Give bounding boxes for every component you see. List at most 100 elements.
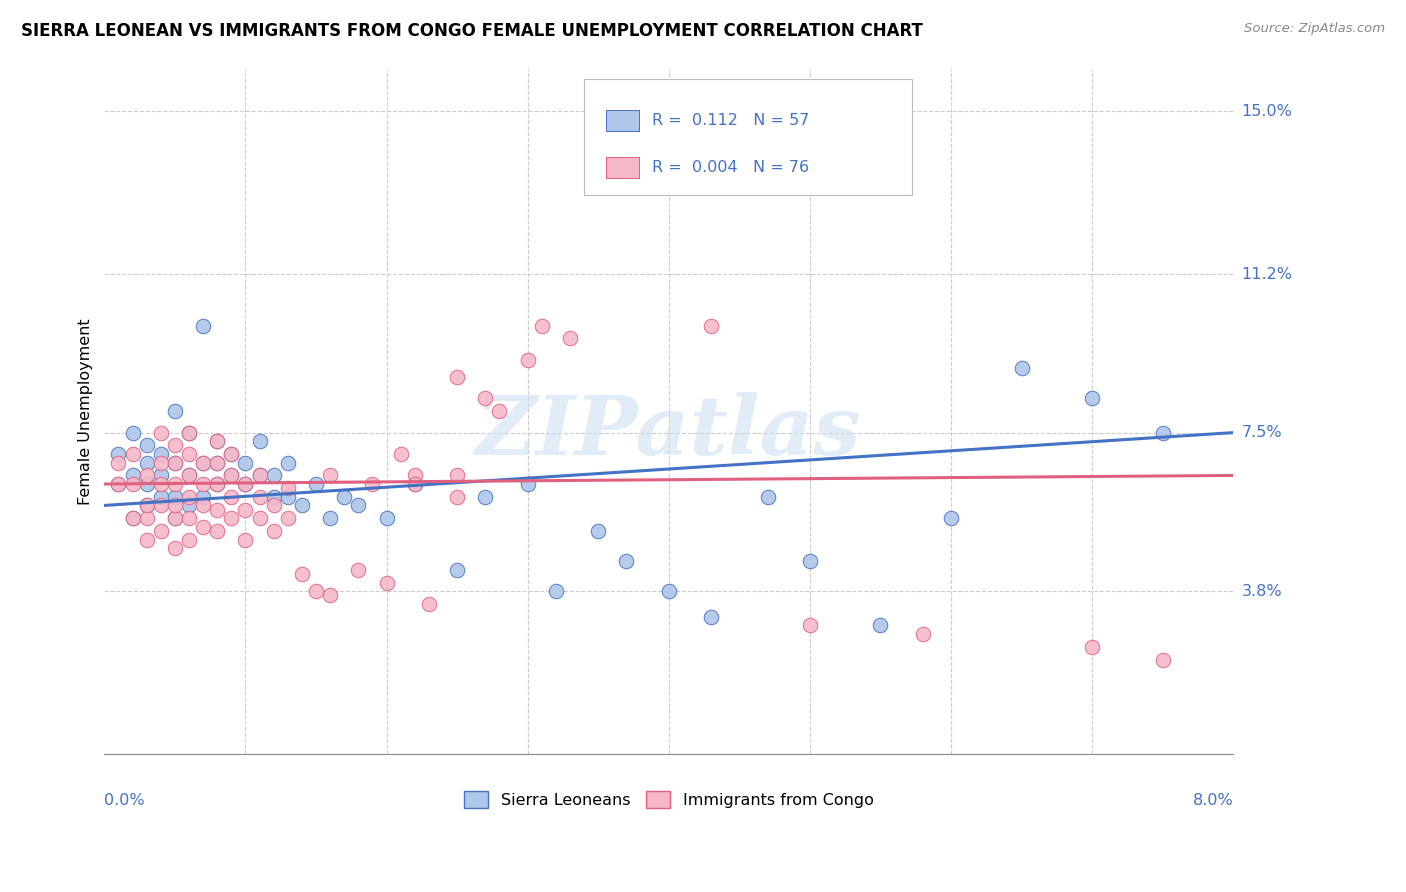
Point <box>319 511 342 525</box>
Point <box>163 499 186 513</box>
Text: 0.0%: 0.0% <box>104 793 145 808</box>
Point <box>799 554 821 568</box>
Text: ZIPatlas: ZIPatlas <box>477 392 862 472</box>
Point <box>249 434 271 449</box>
Point <box>375 575 398 590</box>
Point <box>107 477 129 491</box>
Point <box>135 477 157 491</box>
Point <box>163 511 186 525</box>
Point <box>375 511 398 525</box>
Point <box>235 502 257 516</box>
Text: 8.0%: 8.0% <box>1192 793 1233 808</box>
Point <box>474 490 496 504</box>
Point <box>149 499 172 513</box>
Point <box>221 447 243 461</box>
Point <box>558 331 581 345</box>
Point <box>207 477 229 491</box>
Point <box>207 434 229 449</box>
Point <box>347 563 370 577</box>
Point <box>121 511 143 525</box>
Y-axis label: Female Unemployment: Female Unemployment <box>79 318 93 505</box>
Point <box>361 477 384 491</box>
Point <box>474 392 496 406</box>
Text: 3.8%: 3.8% <box>1241 583 1282 599</box>
Point <box>149 477 172 491</box>
Point <box>658 134 681 148</box>
Point <box>107 477 129 491</box>
Point <box>404 468 426 483</box>
Point <box>177 468 200 483</box>
Point <box>263 468 285 483</box>
Point <box>446 490 468 504</box>
Point <box>389 447 412 461</box>
Point <box>291 566 314 581</box>
Point <box>263 490 285 504</box>
Point <box>221 447 243 461</box>
Point <box>516 352 538 367</box>
Point <box>207 477 229 491</box>
Point <box>235 533 257 547</box>
Point <box>177 490 200 504</box>
Point <box>235 477 257 491</box>
FancyBboxPatch shape <box>606 111 640 131</box>
Text: 11.2%: 11.2% <box>1241 267 1292 282</box>
Point <box>191 318 214 333</box>
Point <box>121 425 143 440</box>
Point <box>700 318 723 333</box>
Text: R =  0.112   N = 57: R = 0.112 N = 57 <box>652 113 810 128</box>
Point <box>658 584 681 599</box>
Point <box>149 447 172 461</box>
Point <box>588 524 610 538</box>
Point <box>277 456 299 470</box>
Point <box>446 468 468 483</box>
Text: Source: ZipAtlas.com: Source: ZipAtlas.com <box>1244 22 1385 36</box>
Point <box>249 468 271 483</box>
Point <box>135 438 157 452</box>
Point <box>404 477 426 491</box>
Point <box>177 425 200 440</box>
Point <box>263 524 285 538</box>
Point <box>319 588 342 602</box>
Point <box>163 404 186 418</box>
Point <box>221 468 243 483</box>
Point <box>163 477 186 491</box>
Point <box>121 447 143 461</box>
Point <box>1011 361 1033 376</box>
Point <box>516 477 538 491</box>
Point <box>235 456 257 470</box>
Point <box>1081 640 1104 654</box>
Point <box>135 499 157 513</box>
Point <box>177 533 200 547</box>
Point <box>135 499 157 513</box>
Point <box>191 499 214 513</box>
Point <box>291 499 314 513</box>
Point <box>191 477 214 491</box>
Point <box>221 490 243 504</box>
Point <box>277 490 299 504</box>
Point <box>191 520 214 534</box>
Point <box>135 468 157 483</box>
Point <box>630 126 652 140</box>
Point <box>207 524 229 538</box>
Point <box>1152 652 1174 666</box>
Text: SIERRA LEONEAN VS IMMIGRANTS FROM CONGO FEMALE UNEMPLOYMENT CORRELATION CHART: SIERRA LEONEAN VS IMMIGRANTS FROM CONGO … <box>21 22 922 40</box>
Point <box>121 511 143 525</box>
Point <box>177 425 200 440</box>
Point <box>488 404 510 418</box>
Text: 15.0%: 15.0% <box>1241 103 1292 119</box>
Point <box>163 456 186 470</box>
Point <box>149 456 172 470</box>
Point <box>191 456 214 470</box>
Point <box>588 147 610 161</box>
Point <box>869 618 891 632</box>
Point <box>149 425 172 440</box>
Point <box>149 490 172 504</box>
Point <box>135 511 157 525</box>
Point <box>177 468 200 483</box>
Point <box>305 584 328 599</box>
Point <box>418 597 440 611</box>
Point <box>939 511 962 525</box>
Point <box>121 477 143 491</box>
Point <box>544 584 567 599</box>
Point <box>163 456 186 470</box>
